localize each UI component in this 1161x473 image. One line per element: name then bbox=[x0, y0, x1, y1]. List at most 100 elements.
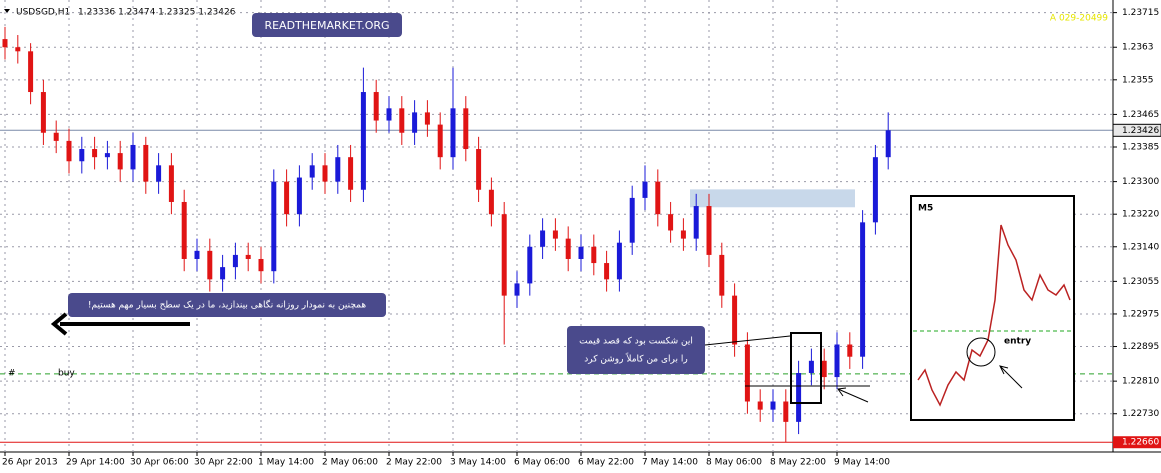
candle-body bbox=[258, 258, 264, 272]
daily-note: همچنین به نمودار روزانه نگاهی بیندازید، … bbox=[88, 299, 366, 311]
candle-body bbox=[220, 267, 226, 280]
candle-body bbox=[40, 92, 46, 133]
zone bbox=[690, 189, 855, 208]
candle-body bbox=[245, 254, 251, 259]
candle-body bbox=[130, 144, 136, 170]
candle-body bbox=[296, 177, 302, 215]
y-tick-label: 1.23140 bbox=[1122, 242, 1159, 252]
candle-body bbox=[53, 132, 59, 141]
candle-body bbox=[373, 92, 379, 121]
candle-body bbox=[629, 197, 635, 243]
y-tick-label: 1.23715 bbox=[1122, 8, 1159, 18]
candle-body bbox=[360, 92, 366, 190]
x-tick-label: 6 May 22:00 bbox=[578, 458, 634, 468]
banner: READTHEMARKET.ORG bbox=[264, 19, 389, 32]
y-tick-label: 1.23385 bbox=[1122, 143, 1159, 153]
candle-body bbox=[860, 222, 866, 357]
x-tick-label: 3 May 14:00 bbox=[450, 458, 506, 468]
candle-body bbox=[194, 250, 200, 259]
x-tick-label: 7 May 14:00 bbox=[642, 458, 698, 468]
candle-body bbox=[783, 401, 789, 422]
y-tick-label: 1.23465 bbox=[1122, 110, 1159, 120]
candle-body bbox=[527, 246, 533, 284]
candle-body bbox=[476, 149, 482, 190]
entry-label: entry bbox=[1004, 337, 1031, 347]
candle-body bbox=[885, 130, 891, 158]
candle-body bbox=[757, 401, 763, 410]
candle-body bbox=[2, 39, 8, 48]
buy-label: buy bbox=[58, 369, 75, 379]
break-note-1: این شکست بود که قصد قیمت bbox=[579, 337, 693, 347]
candle-body bbox=[488, 189, 494, 215]
x-tick-label: 26 Apr 2013 bbox=[2, 458, 58, 468]
candle-body bbox=[92, 149, 98, 158]
x-tick-label: 1 May 14:00 bbox=[258, 458, 314, 468]
candle-body bbox=[872, 157, 878, 223]
candle-body bbox=[28, 51, 34, 93]
candle-body bbox=[79, 149, 85, 162]
candle-body bbox=[719, 254, 725, 296]
inset-title: M5 bbox=[918, 204, 933, 214]
candle-body bbox=[552, 230, 558, 239]
x-tick-label: 29 Apr 14:00 bbox=[66, 458, 125, 468]
candle-body bbox=[796, 373, 802, 422]
candle-body bbox=[744, 344, 750, 402]
hash-label: # bbox=[8, 369, 16, 379]
candle-body bbox=[847, 344, 853, 357]
candle-body bbox=[616, 242, 622, 280]
candle-body bbox=[642, 181, 648, 198]
y-tick-label: 1.22810 bbox=[1122, 377, 1159, 387]
entry-circle bbox=[966, 337, 996, 367]
candle-body bbox=[770, 401, 776, 410]
candle-body bbox=[309, 165, 315, 178]
candle-body bbox=[501, 214, 507, 296]
candle-body bbox=[386, 108, 392, 121]
candle-body bbox=[693, 206, 699, 239]
candle-body bbox=[680, 230, 686, 239]
candle-body bbox=[565, 238, 571, 259]
candle-body bbox=[117, 153, 123, 170]
break-note-2: را برای من کاملاً روشن کرد bbox=[584, 352, 687, 364]
low-level-label: 1.22660 bbox=[1122, 438, 1159, 448]
candle-body bbox=[104, 153, 110, 158]
candle-body bbox=[808, 360, 814, 374]
x-tick-label: 2 May 22:00 bbox=[386, 458, 442, 468]
y-tick-label: 1.22730 bbox=[1122, 409, 1159, 419]
y-tick-label: 1.2355 bbox=[1122, 75, 1154, 85]
inset-frame bbox=[910, 195, 1075, 421]
arrow-head bbox=[50, 312, 68, 336]
x-tick-label: 30 Apr 22:00 bbox=[194, 458, 253, 468]
entry-arrow bbox=[999, 365, 1023, 389]
banner-box bbox=[252, 13, 402, 37]
x-tick-label: 9 May 14:00 bbox=[834, 458, 890, 468]
menu-triangle bbox=[4, 9, 10, 13]
candle-body bbox=[412, 112, 418, 133]
pointer-arrow bbox=[837, 387, 869, 403]
candle-body bbox=[732, 295, 738, 345]
candle-body bbox=[207, 250, 213, 280]
low-level-tag bbox=[1113, 436, 1161, 449]
candle-body bbox=[450, 108, 456, 158]
candle-body bbox=[706, 206, 712, 255]
y-tick-label: 1.23300 bbox=[1122, 177, 1159, 187]
y-tick-label: 1.23055 bbox=[1122, 277, 1159, 287]
x-tick-label: 8 May 22:00 bbox=[770, 458, 826, 468]
y-tick-label: 1.22895 bbox=[1122, 342, 1159, 352]
y-tick-label: 1.2363 bbox=[1122, 43, 1154, 53]
daily-note-box bbox=[68, 293, 386, 317]
candle-body bbox=[15, 47, 21, 52]
break-note-box bbox=[567, 326, 705, 374]
candle-body bbox=[322, 165, 328, 182]
x-tick-label: 30 Apr 06:00 bbox=[130, 458, 189, 468]
candle-body bbox=[540, 230, 546, 247]
candle-body bbox=[284, 181, 290, 215]
candle-body bbox=[821, 360, 827, 378]
inset-price bbox=[917, 224, 1071, 407]
candle-body bbox=[668, 214, 674, 231]
candle-body bbox=[463, 108, 469, 150]
m5-inset: M5 entry bbox=[910, 195, 1075, 421]
candle-body bbox=[181, 201, 187, 259]
candle-body bbox=[143, 144, 149, 182]
candle-body bbox=[335, 157, 341, 182]
